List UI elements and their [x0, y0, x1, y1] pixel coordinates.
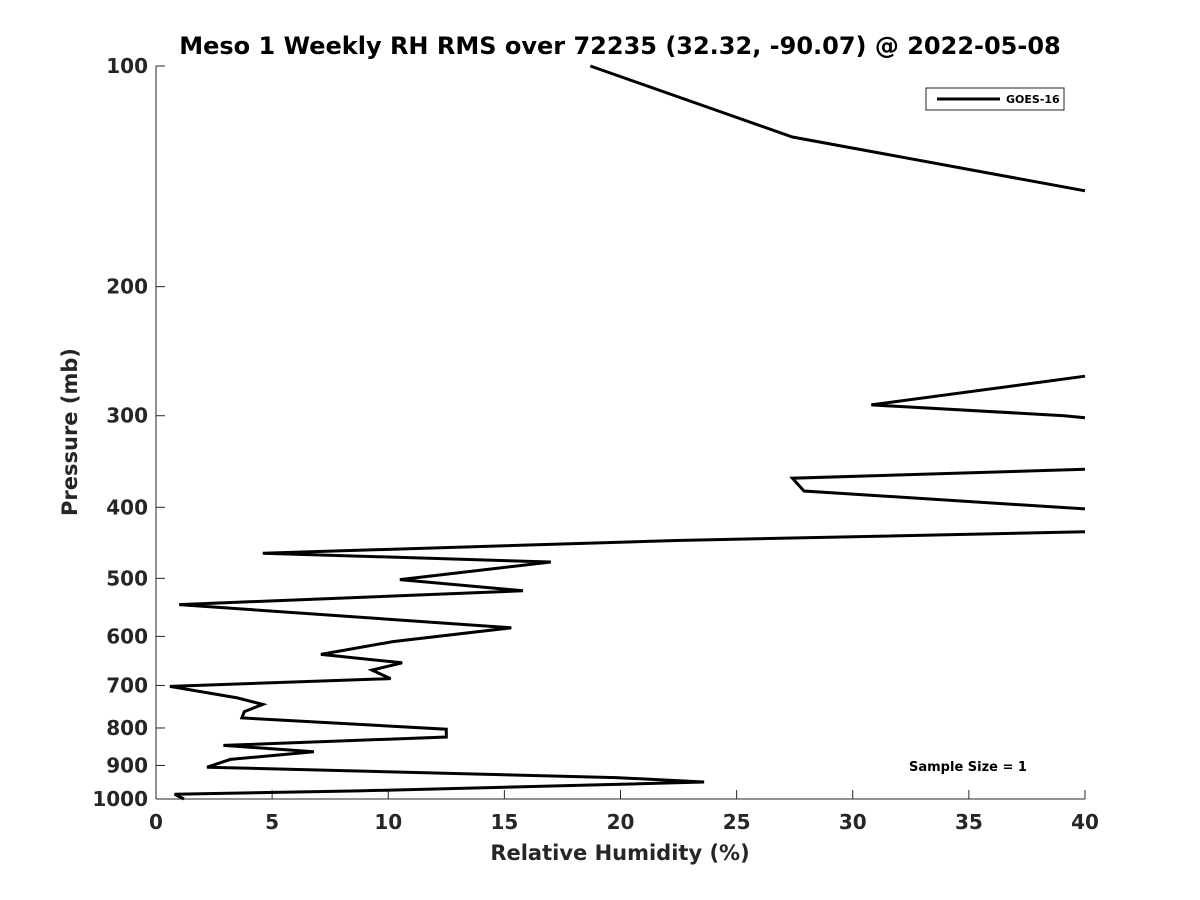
series-line-segment — [871, 374, 1086, 420]
y-tick-label: 200 — [106, 275, 148, 299]
x-tick-label: 25 — [723, 810, 751, 834]
y-tick-label: 600 — [106, 624, 148, 648]
y-tick-label: 700 — [106, 673, 148, 697]
y-tick-label: 400 — [106, 495, 148, 519]
series-line-segment — [789, 467, 1086, 511]
y-tick-label: 500 — [106, 566, 148, 590]
chart-title: Meso 1 Weekly RH RMS over 72235 (32.32, … — [179, 32, 1061, 60]
x-tick-label: 10 — [374, 810, 402, 834]
y-axis-label: Pressure (mb) — [58, 348, 82, 516]
y-tick-label: 100 — [106, 54, 148, 78]
x-tick-label: 20 — [607, 810, 635, 834]
x-tick-label: 35 — [955, 810, 983, 834]
x-tick-label: 40 — [1071, 810, 1099, 834]
y-tick-label: 1000 — [92, 787, 148, 811]
y-tick-label: 800 — [106, 716, 148, 740]
legend: GOES-16 — [925, 87, 1065, 111]
x-tick-label: 30 — [839, 810, 867, 834]
x-tick-label: 5 — [265, 810, 279, 834]
series-line-segment — [589, 64, 1086, 193]
y-tick-label: 900 — [106, 753, 148, 777]
sample-size-annotation: Sample Size = 1 — [909, 760, 1027, 775]
legend-label: GOES-16 — [1006, 93, 1060, 106]
y-tick-label: 300 — [106, 404, 148, 428]
x-axis-label: Relative Humidity (%) — [490, 841, 749, 865]
x-tick-label: 15 — [490, 810, 518, 834]
axes-group: 0 5 10 15 20 25 30 35 40 100 200 300 400 500 600 700 800… — [92, 54, 1099, 834]
series-group — [169, 64, 1086, 801]
series-line-segment — [169, 530, 1086, 801]
x-tick-label: 0 — [149, 810, 163, 834]
